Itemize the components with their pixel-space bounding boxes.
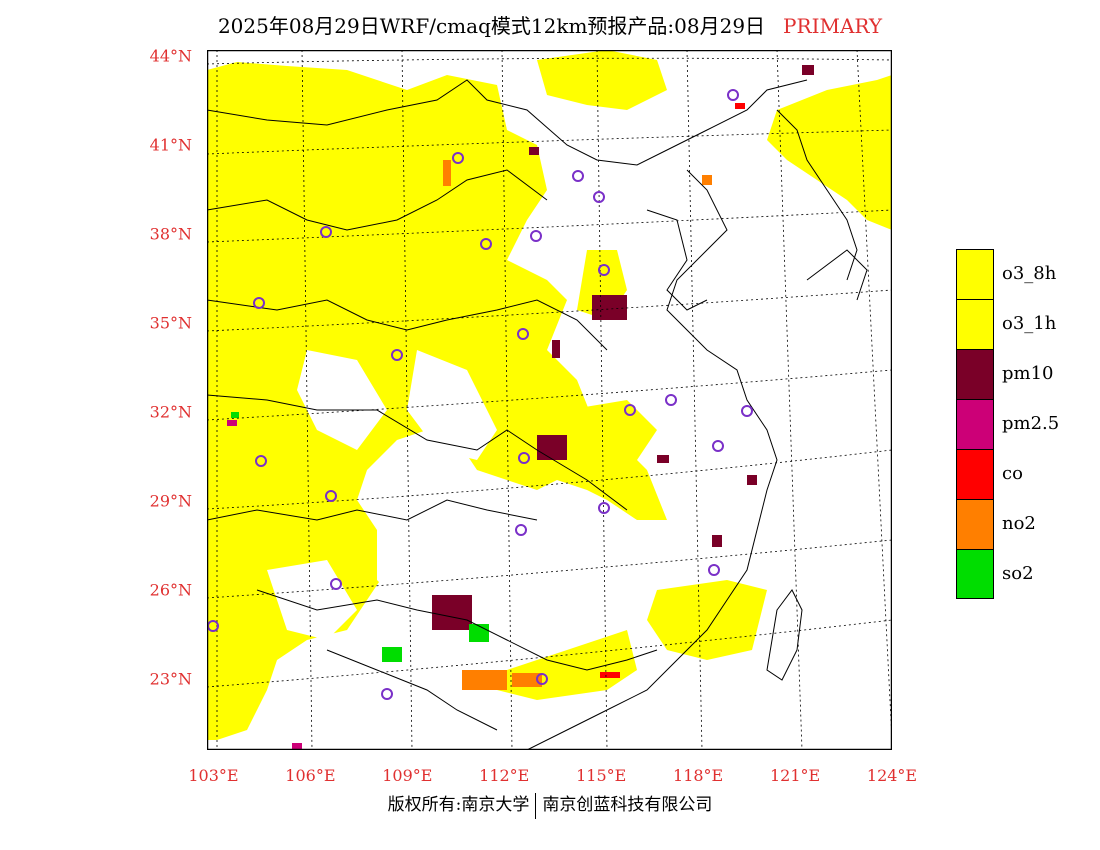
copyright-separator: [535, 792, 537, 819]
legend-label: o3_8h: [1002, 263, 1057, 284]
lon-label: 109°E: [382, 766, 433, 785]
legend-label: so2: [1002, 563, 1034, 584]
legend-label: o3_1h: [1002, 313, 1057, 334]
lon-label: 103°E: [188, 766, 239, 785]
lon-label: 121°E: [769, 766, 821, 785]
lon-label: 112°E: [479, 766, 530, 785]
graticule: [207, 50, 892, 750]
legend-item: o3_8h: [956, 249, 1076, 299]
legend-item: pm10: [956, 349, 1076, 399]
co-patches: [600, 103, 745, 678]
lat-label: 23°N: [149, 669, 192, 689]
station-markers: [207, 89, 753, 700]
map-title: 2025年08月29日WRF/cmaq模式12km预报产品:08月29日 PRIM…: [0, 10, 1100, 39]
legend-swatch: [956, 249, 994, 299]
lat-label: 35°N: [149, 313, 192, 333]
legend-label: pm10: [1002, 363, 1054, 384]
no2-patches: [443, 160, 712, 690]
copyright-right: 南京创蓝科技有限公司: [542, 795, 713, 815]
lat-label: 38°N: [149, 224, 192, 244]
legend-item: co: [956, 449, 1076, 499]
lat-label: 26°N: [149, 580, 192, 600]
legend-label: no2: [1002, 513, 1036, 534]
legend-item: pm2.5: [956, 399, 1076, 449]
copyright-left: 版权所有:南京大学: [387, 795, 530, 815]
pm10-patches: [432, 65, 814, 630]
lat-label: 44°N: [149, 46, 192, 66]
pollutant-legend: o3_8h o3_1h pm10 pm2.5 co no2 so2: [956, 249, 1076, 599]
coastline: [526, 109, 858, 750]
province-boundaries: [207, 79, 868, 731]
legend-item: no2: [956, 499, 1076, 549]
legend-label: co: [1002, 463, 1023, 484]
map-canvas: [207, 50, 892, 750]
legend-swatch: [956, 549, 994, 599]
pollutant-map: [207, 50, 892, 750]
title-primary-tag: PRIMARY: [783, 14, 883, 38]
map-border: [207, 50, 892, 750]
legend-item: so2: [956, 549, 1076, 599]
legend-label: pm2.5: [1002, 413, 1060, 434]
lon-label: 118°E: [673, 766, 724, 785]
legend-swatch: [956, 449, 994, 499]
lon-label: 124°E: [866, 766, 918, 785]
lat-label: 32°N: [149, 402, 192, 422]
lon-label: 115°E: [576, 766, 627, 785]
title-main: 2025年08月29日WRF/cmaq模式12km预报产品:08月29日: [217, 14, 766, 38]
legend-item: o3_1h: [956, 299, 1076, 349]
clean-areas: [267, 150, 607, 640]
pm25-patches: [227, 420, 302, 750]
lat-label: 41°N: [149, 135, 192, 155]
legend-swatch: [956, 349, 994, 399]
legend-swatch: [956, 299, 994, 349]
legend-swatch: [956, 499, 994, 549]
copyright-footer: 版权所有:南京大学 南京创蓝科技有限公司: [0, 790, 1100, 819]
lon-label: 106°E: [285, 766, 336, 785]
lat-label: 29°N: [149, 491, 192, 511]
legend-swatch: [956, 399, 994, 449]
